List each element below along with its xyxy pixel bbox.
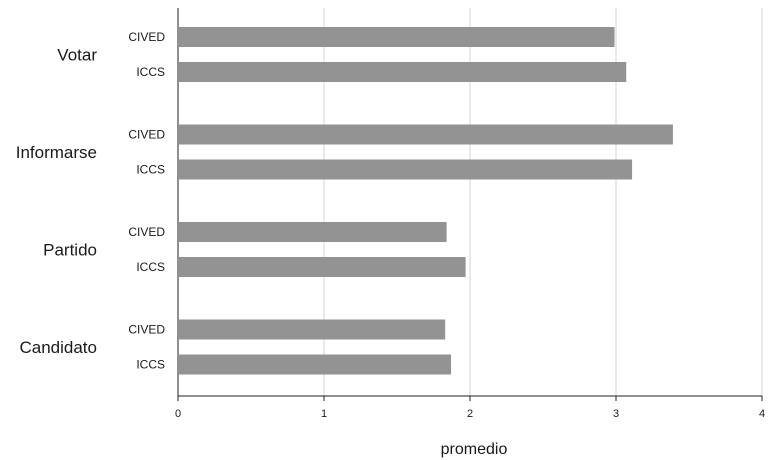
bar-label-partido-iccs: ICCS xyxy=(136,260,165,274)
bar-votar-cived xyxy=(179,27,615,47)
bar-label-votar-cived: CIVED xyxy=(128,30,165,44)
bar-votar-iccs xyxy=(179,62,627,82)
bar-candidato-iccs xyxy=(179,354,452,375)
bar-candidato-cived xyxy=(179,319,446,340)
group-label-informarse: Informarse xyxy=(16,143,97,162)
x-tick-label-2: 2 xyxy=(467,408,473,420)
bar-informarse-cived xyxy=(179,124,673,145)
x-axis-title: promedio xyxy=(441,441,508,458)
bar-label-candidato-cived: CIVED xyxy=(128,323,165,337)
group-label-candidato: Candidato xyxy=(19,338,97,357)
bar-partido-cived xyxy=(179,222,447,242)
bar-partido-iccs xyxy=(179,257,466,277)
bar-label-informarse-iccs: ICCS xyxy=(136,163,165,177)
bar-label-candidato-iccs: ICCS xyxy=(136,358,165,372)
x-tick-label-0: 0 xyxy=(175,408,181,420)
x-tick-label-4: 4 xyxy=(759,408,765,420)
axes: 0 1 2 3 4 xyxy=(175,8,765,420)
bar-informarse-iccs xyxy=(179,159,633,180)
bar-label-partido-cived: CIVED xyxy=(128,225,165,239)
bar-label-votar-iccs: ICCS xyxy=(136,65,165,79)
bars xyxy=(179,27,673,375)
x-tick-label-3: 3 xyxy=(613,408,619,420)
x-tick-label-1: 1 xyxy=(321,408,327,420)
bar-label-informarse-cived: CIVED xyxy=(128,128,165,142)
group-label-partido: Partido xyxy=(43,241,97,260)
group-label-votar: Votar xyxy=(57,46,97,65)
labels: CIVED ICCS Votar CIVED ICCS Informarse CIVED IC… xyxy=(16,30,166,372)
